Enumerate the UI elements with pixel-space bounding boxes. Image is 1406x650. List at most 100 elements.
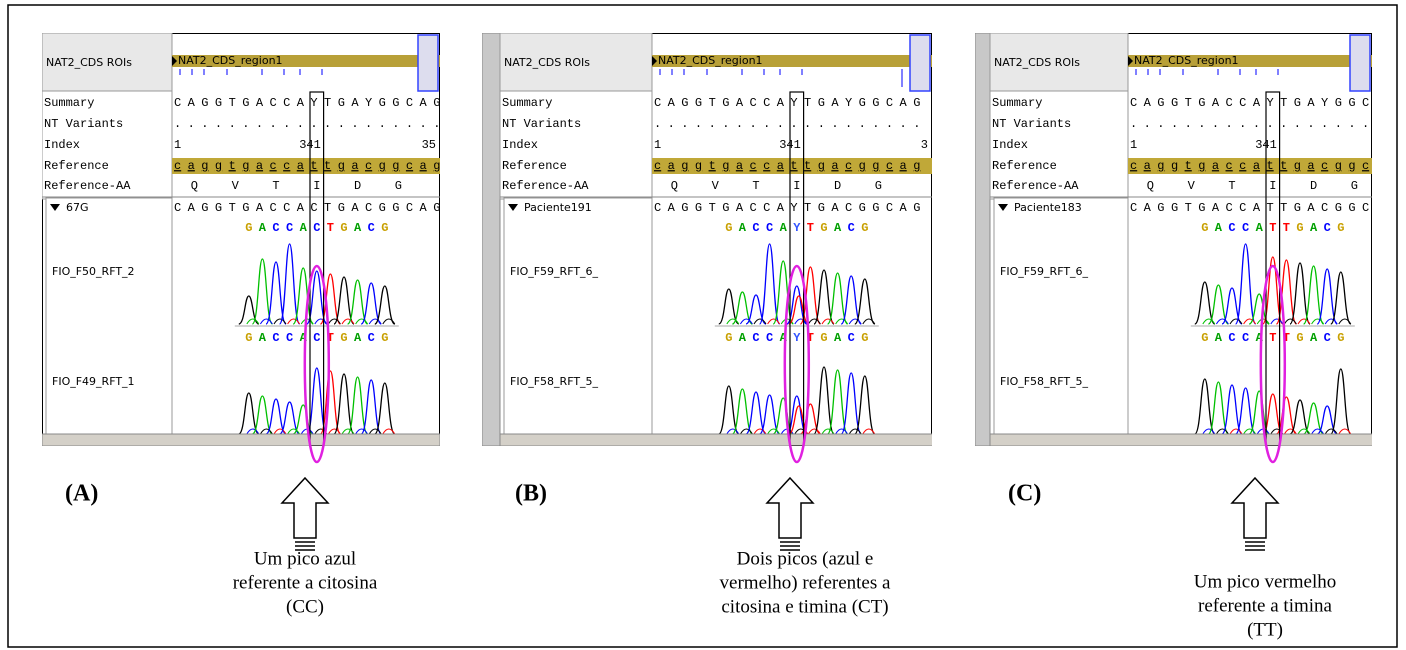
- caption-line: (TT): [1247, 619, 1283, 640]
- row-label: Reference-AA: [44, 179, 131, 193]
- read-base: T: [1269, 221, 1276, 235]
- amino-acid: Q: [1147, 179, 1154, 193]
- roi-window: [418, 35, 438, 91]
- read-base: A: [300, 221, 308, 235]
- amino-acid: D: [1310, 179, 1317, 193]
- caption-line: Um pico vermelho: [1194, 571, 1336, 592]
- read-base: A: [739, 221, 747, 235]
- figure: NAT2_CDS ROIs NAT2_CDS_region1 Summary NT V…: [0, 0, 1406, 650]
- read-base: G: [1337, 221, 1344, 235]
- amino-acid: V: [712, 179, 720, 193]
- roi-window: [910, 35, 930, 91]
- read-base: C: [848, 221, 855, 235]
- read-base: C: [848, 331, 855, 345]
- read-base: A: [834, 221, 842, 235]
- read-base: G: [861, 221, 868, 235]
- read-base: C: [1228, 221, 1235, 235]
- panel: NAT2_CDS ROIs NAT2_CDS_region1 Summary NT V…: [482, 33, 950, 446]
- read-base: G: [1296, 331, 1303, 345]
- read-name: FIO_F59_RFT_6_: [510, 265, 599, 278]
- read-base: T: [807, 221, 814, 235]
- read-base: A: [1310, 221, 1318, 235]
- read-name: FIO_F58_RFT_5_: [510, 375, 599, 388]
- caption-line: Um pico azul: [254, 548, 356, 569]
- side-stripe: [975, 33, 990, 446]
- read-name: FIO_F58_RFT_5_: [1000, 375, 1089, 388]
- read-base: C: [368, 221, 375, 235]
- amino-acid: Q: [671, 179, 678, 193]
- read-base: T: [327, 221, 334, 235]
- read-base: G: [340, 221, 347, 235]
- read-base: A: [780, 221, 788, 235]
- read-base: C: [313, 221, 320, 235]
- read-base: T: [1269, 331, 1276, 345]
- scrollbar: [500, 434, 950, 446]
- row-label: Summary: [44, 96, 94, 110]
- read-base: A: [1215, 221, 1223, 235]
- read-base: G: [340, 331, 347, 345]
- arrow: [767, 478, 813, 538]
- caption-line: citosina e timina (CT): [721, 596, 888, 617]
- amino-acid: G: [395, 179, 402, 193]
- row-label: Summary: [992, 96, 1042, 110]
- read-base: Y: [793, 221, 801, 235]
- row-label: Reference: [502, 159, 567, 173]
- amino-acid: G: [875, 179, 882, 193]
- panel-label: (C): [1008, 481, 1041, 507]
- index-label: 35: [422, 138, 436, 152]
- amino-acid: T: [1228, 179, 1235, 193]
- read-base: G: [1201, 221, 1208, 235]
- read-base: C: [286, 331, 293, 345]
- read-base: G: [245, 331, 252, 345]
- row-label: Reference: [992, 159, 1057, 173]
- roi-region: NAT2_CDS_region1: [1134, 54, 1239, 67]
- read-base: T: [1283, 221, 1290, 235]
- read-base: C: [752, 221, 759, 235]
- reads-left: [46, 198, 172, 434]
- read-name: FIO_F49_RFT_1: [52, 375, 135, 388]
- amino-acid: I: [1269, 179, 1276, 193]
- read-base: A: [259, 221, 267, 235]
- read-base: A: [259, 331, 267, 345]
- read-base: C: [1228, 331, 1235, 345]
- side-stripe: [482, 33, 500, 446]
- amino-acid: Q: [191, 179, 198, 193]
- amino-acid: D: [834, 179, 841, 193]
- amino-acid: D: [354, 179, 361, 193]
- amino-acid: V: [1188, 179, 1196, 193]
- row-label: Summary: [502, 96, 552, 110]
- row-label: NT Variants: [502, 117, 581, 131]
- reads-left: [994, 198, 1128, 434]
- read-base: Y: [793, 331, 801, 345]
- roi-track: NAT2_CDS ROIs: [46, 56, 132, 69]
- caption-line: referente a citosina: [233, 572, 378, 593]
- amino-acid: V: [232, 179, 240, 193]
- read-name: FIO_F59_RFT_6_: [1000, 265, 1089, 278]
- row-label: Index: [992, 138, 1028, 152]
- panel: NAT2_CDS ROIsNAT2_CDS_region1SummaryNT V…: [42, 33, 440, 446]
- roi-track: NAT2_CDS ROIs: [504, 56, 590, 69]
- read-base: A: [739, 331, 747, 345]
- row-label: NT Variants: [992, 117, 1071, 131]
- read-base: C: [286, 221, 293, 235]
- scrollbar: [42, 434, 440, 446]
- caption-line: vermelho) referentes a: [720, 572, 891, 593]
- read-base: C: [1324, 221, 1331, 235]
- panel-label: (B): [515, 481, 547, 507]
- amino-acid: T: [272, 179, 279, 193]
- index-label: 3: [921, 138, 928, 152]
- read-base: G: [725, 331, 732, 345]
- read-base: A: [1310, 331, 1318, 345]
- read-base: A: [834, 331, 842, 345]
- read-base: G: [245, 221, 252, 235]
- amino-acid: T: [752, 179, 759, 193]
- read-base: G: [381, 331, 388, 345]
- panel: NAT2_CDS ROIsNAT2_CDS_region1SummaryNT V…: [975, 33, 1387, 446]
- read-base: G: [1296, 221, 1303, 235]
- arrow: [1232, 478, 1278, 538]
- index-label: 1: [1130, 138, 1137, 152]
- roi-region: NAT2_CDS_region1: [658, 54, 763, 67]
- reads-left: [504, 198, 652, 434]
- read-base: C: [752, 331, 759, 345]
- scrollbar: [990, 434, 1387, 446]
